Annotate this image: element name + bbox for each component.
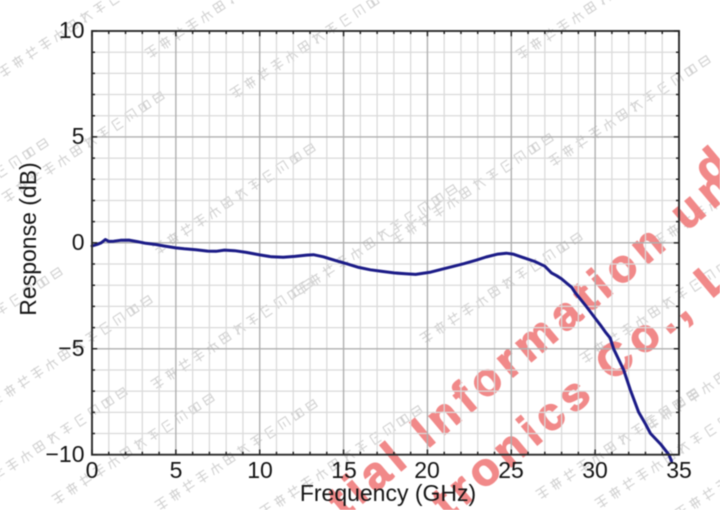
- svg-text:−5: −5: [58, 335, 84, 361]
- svg-text:Response (dB): Response (dB): [15, 162, 41, 315]
- svg-text:0: 0: [72, 229, 85, 255]
- svg-text:35: 35: [666, 457, 692, 483]
- svg-text:20: 20: [414, 457, 440, 483]
- svg-text:5: 5: [72, 123, 85, 149]
- svg-text:−10: −10: [45, 441, 84, 467]
- svg-text:10: 10: [247, 457, 273, 483]
- svg-text:30: 30: [582, 457, 608, 483]
- svg-text:25: 25: [498, 457, 524, 483]
- svg-text:0: 0: [86, 457, 99, 483]
- svg-text:10: 10: [59, 17, 85, 43]
- svg-text:15: 15: [331, 457, 357, 483]
- svg-text:Frequency (GHz): Frequency (GHz): [300, 480, 476, 506]
- svg-text:5: 5: [170, 457, 183, 483]
